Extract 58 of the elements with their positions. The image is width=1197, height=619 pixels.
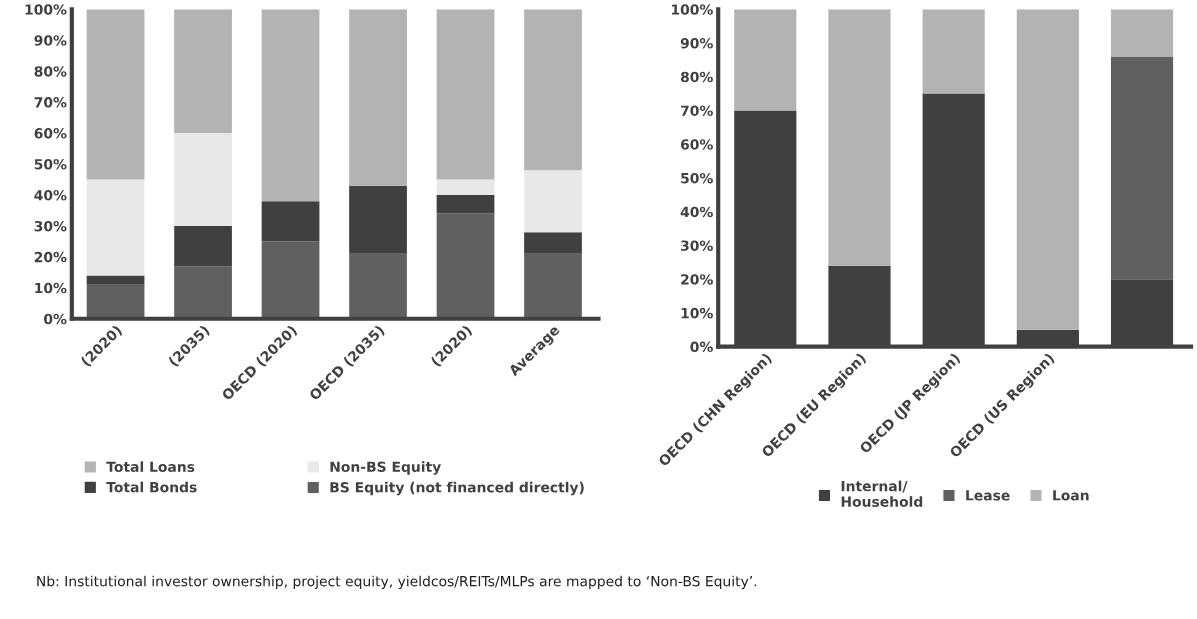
bar — [524, 9, 582, 171]
bar — [86, 284, 145, 319]
bar — [349, 185, 407, 254]
bar — [174, 225, 232, 267]
bar — [349, 9, 407, 186]
y-tick-label: 0% — [44, 313, 67, 325]
bar — [1110, 9, 1174, 57]
legend-label: Loan — [1053, 490, 1089, 501]
y-tick-label: 100% — [25, 4, 67, 15]
y-tick-label: 90% — [680, 37, 713, 49]
y-tick-label: 50% — [681, 172, 713, 184]
bar — [1110, 56, 1174, 280]
y-tick-label: 30% — [34, 220, 67, 232]
bar — [86, 275, 145, 285]
y-tick-label: 20% — [34, 251, 67, 263]
bar — [174, 9, 232, 134]
bar — [261, 9, 320, 202]
y-tick-label: 20% — [681, 274, 713, 285]
bar — [1016, 9, 1079, 330]
y-tick-label: 70% — [681, 105, 713, 116]
y-tick-label: 30% — [681, 240, 713, 251]
y-tick-label: 70% — [34, 97, 67, 108]
y-tick-label: 90% — [34, 35, 67, 46]
bar — [524, 232, 582, 254]
legend-label: BS Equity (not financed directly) — [330, 481, 584, 496]
bar — [436, 194, 495, 214]
y-tick-label: 0% — [690, 341, 713, 353]
legend-label: Total Bonds — [106, 481, 197, 493]
y-tick-label: 100% — [672, 4, 713, 15]
bar — [436, 9, 495, 180]
bar — [828, 9, 891, 266]
bar — [349, 253, 407, 319]
y-tick-label: 40% — [680, 206, 713, 218]
bar — [524, 253, 582, 319]
bar — [174, 133, 232, 226]
y-tick-label: 40% — [34, 189, 67, 201]
bar — [261, 241, 320, 319]
bar — [436, 179, 495, 195]
y-tick-label: 80% — [680, 71, 713, 83]
y-tick-label: 80% — [34, 66, 67, 77]
y-tick-label: 10% — [35, 282, 67, 294]
y-tick-label: 10% — [681, 307, 713, 319]
bar — [86, 179, 145, 276]
bar — [922, 9, 985, 94]
legend-label: Total Loans — [106, 461, 195, 473]
legend-label: Non-BS Equity — [330, 461, 441, 475]
y-tick-label: 50% — [34, 159, 67, 170]
bar — [174, 266, 232, 319]
y-tick-label: 60% — [680, 139, 713, 150]
bar — [734, 9, 797, 111]
text: Nb: Institutional investor ownership, project equity, yieldcos/REITs/MLPs are mapped to ‘Non-BS Equity’. — [37, 575, 757, 590]
legend-label: Lease — [966, 490, 1010, 501]
legend-label: Internal/ Household — [841, 480, 923, 507]
bar — [261, 201, 320, 242]
y-tick-label: 60% — [34, 128, 67, 139]
bar — [436, 213, 495, 319]
bar — [524, 170, 582, 233]
bar — [86, 9, 145, 180]
